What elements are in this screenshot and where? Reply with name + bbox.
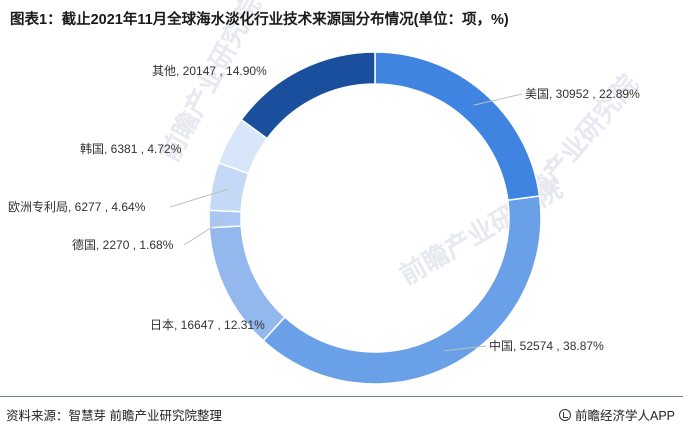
donut-slice-7 bbox=[240, 51, 376, 140]
slice-label-6: 韩国, 6381 , 4.72% bbox=[80, 141, 182, 156]
slice-label-4: 德国, 2270 , 1.68% bbox=[72, 237, 174, 252]
leader-line-4 bbox=[183, 218, 226, 246]
footer: 资料来源：智慧芽 前瞻产业研究院整理 前瞻经济学人APP bbox=[0, 396, 683, 432]
brand-label: 前瞻经济学人APP bbox=[574, 409, 675, 423]
leader-line-1 bbox=[473, 93, 523, 106]
donut-slice-2 bbox=[262, 195, 542, 385]
leader-line-5 bbox=[169, 188, 228, 208]
donut-slice-1 bbox=[374, 51, 541, 202]
slice-label-7: 其他, 20147 , 14.90% bbox=[152, 64, 267, 78]
slice-label-5: 欧洲专利局, 6277 , 4.64% bbox=[8, 199, 146, 214]
slice-label-3: 日本, 16647 , 12.31% bbox=[150, 318, 265, 332]
source-note: 资料来源：智慧芽 前瞻产业研究院整理 bbox=[6, 409, 222, 423]
chart-title: 图表1：截止2021年11月全球海水淡化行业技术来源国分布情况(单位：项，%) bbox=[10, 12, 509, 28]
brand: 前瞻经济学人APP bbox=[558, 405, 675, 424]
slice-label-1: 美国, 30952 , 22.89% bbox=[525, 87, 640, 101]
leader-line-2 bbox=[444, 345, 487, 352]
donut-slice-4 bbox=[208, 209, 243, 229]
brand-logo-icon bbox=[558, 408, 571, 421]
slice-label-2: 中国, 52574 , 38.87% bbox=[489, 338, 604, 353]
